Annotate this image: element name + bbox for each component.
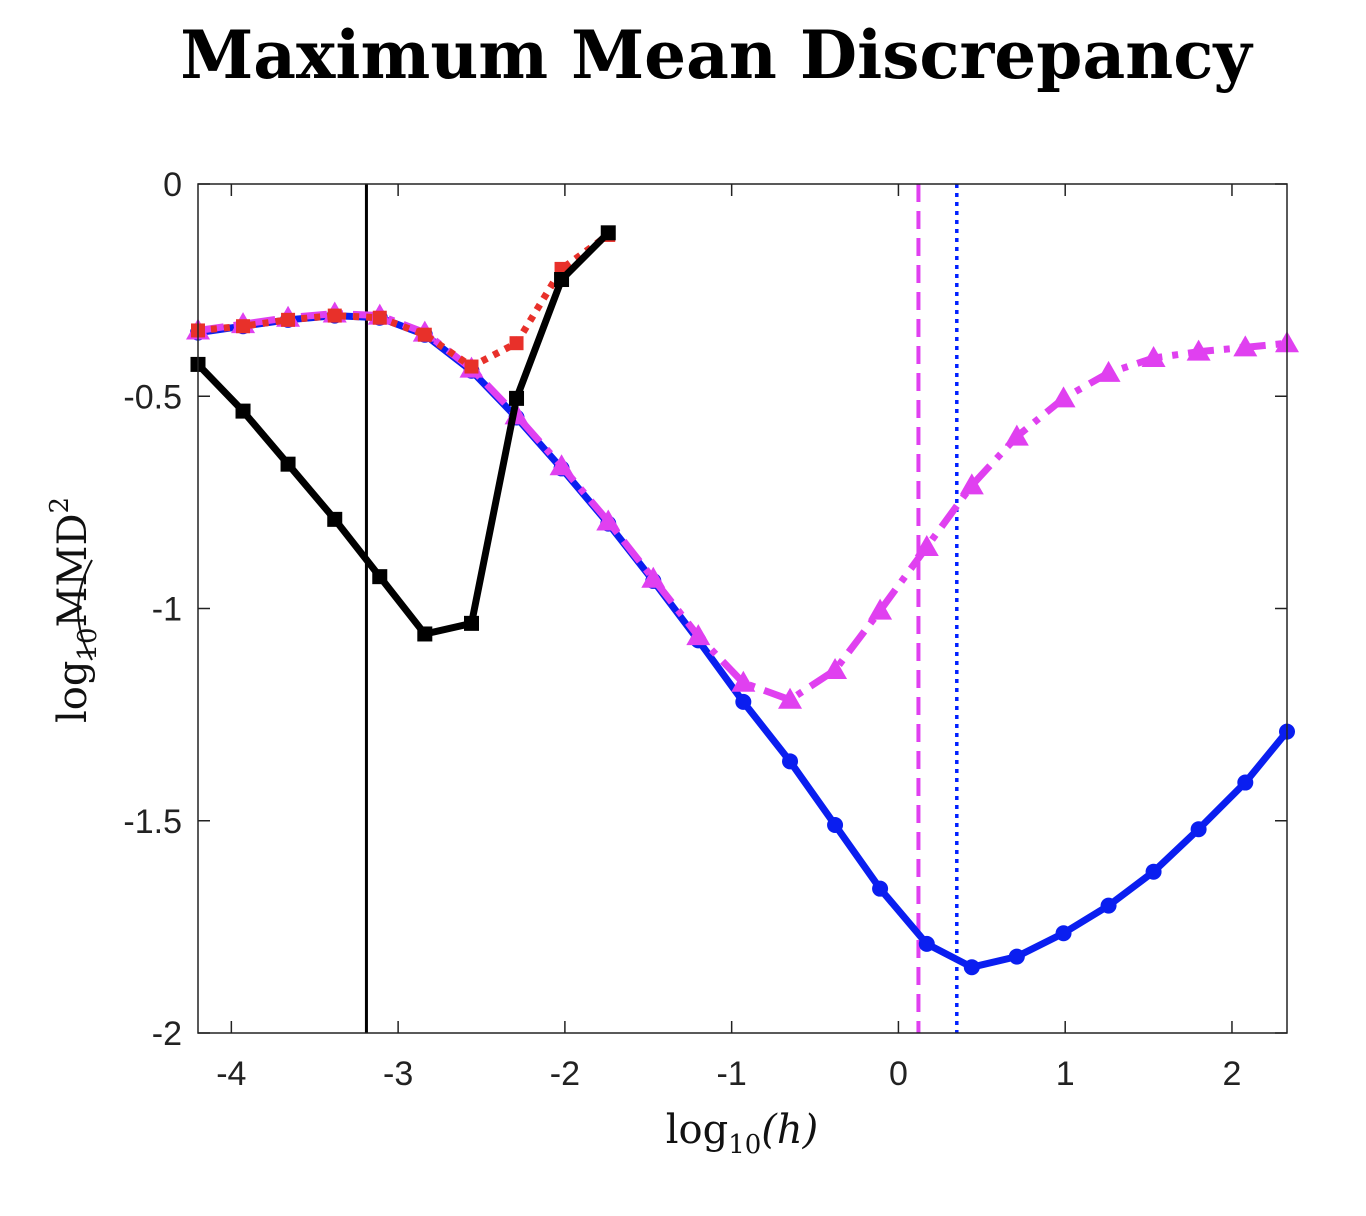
point-blue-circles-20 bbox=[1055, 925, 1072, 942]
series-line-red-squares bbox=[197, 232, 611, 370]
point-red-squares-7 bbox=[464, 359, 479, 374]
point-blue-circles-16 bbox=[872, 880, 889, 897]
point-blue-circles-19 bbox=[1008, 948, 1025, 965]
y-tick-label: -2 bbox=[152, 1015, 182, 1053]
point-black-squares-2 bbox=[235, 403, 251, 419]
x-tick-label: 1 bbox=[1056, 1055, 1075, 1093]
point-black-squares-9 bbox=[554, 272, 570, 288]
point-red-squares-5 bbox=[372, 310, 387, 325]
point-magenta-triangles-22 bbox=[1141, 346, 1166, 368]
point-magenta-triangles-13 bbox=[731, 670, 756, 692]
axis-labels: log10(h) log10MMD2 bbox=[45, 497, 818, 1160]
point-magenta-triangles-23 bbox=[1186, 339, 1211, 361]
point-magenta-triangles-20 bbox=[1051, 386, 1076, 408]
point-red-squares-8 bbox=[509, 336, 524, 351]
point-blue-circles-24 bbox=[1237, 774, 1254, 791]
series-layer bbox=[186, 225, 1299, 976]
x-axis-label: log10(h) bbox=[666, 1107, 819, 1160]
x-tick-label: -2 bbox=[550, 1055, 580, 1093]
point-red-squares-2 bbox=[236, 319, 251, 334]
y-tick-label: -1 bbox=[152, 591, 182, 629]
series-line-black-squares bbox=[195, 230, 611, 638]
point-red-squares-4 bbox=[327, 308, 342, 323]
point-blue-circles-13 bbox=[735, 693, 752, 710]
point-magenta-triangles-12 bbox=[686, 624, 711, 646]
x-tick-label: -4 bbox=[216, 1055, 246, 1093]
point-magenta-triangles-10 bbox=[596, 509, 621, 531]
point-blue-circles-21 bbox=[1100, 897, 1117, 914]
y-tick-label: 0 bbox=[163, 166, 182, 204]
point-red-squares-3 bbox=[281, 312, 296, 327]
point-magenta-triangles-16 bbox=[868, 598, 893, 620]
point-magenta-triangles-21 bbox=[1096, 360, 1121, 382]
point-black-squares-7 bbox=[464, 615, 480, 631]
x-tick-label: 0 bbox=[889, 1055, 908, 1093]
point-magenta-triangles-24 bbox=[1233, 335, 1258, 357]
hat-accent bbox=[77, 559, 93, 661]
point-red-squares-6 bbox=[417, 327, 432, 342]
point-magenta-triangles-9 bbox=[549, 454, 574, 476]
y-tick-label: -0.5 bbox=[123, 378, 182, 416]
point-black-squares-3 bbox=[280, 456, 296, 472]
point-magenta-triangles-17 bbox=[914, 534, 939, 556]
x-tick-label: -3 bbox=[383, 1055, 413, 1093]
x-tick-label: 2 bbox=[1223, 1055, 1242, 1093]
x-tick-label: -1 bbox=[717, 1055, 747, 1093]
point-blue-circles-18 bbox=[963, 959, 980, 976]
point-blue-circles-23 bbox=[1190, 821, 1207, 838]
point-magenta-triangles-19 bbox=[1004, 424, 1029, 446]
point-black-squares-5 bbox=[372, 569, 388, 585]
point-magenta-triangles-14 bbox=[778, 687, 803, 709]
y-tick-label: -1.5 bbox=[123, 803, 182, 841]
point-black-squares-8 bbox=[509, 390, 525, 406]
point-magenta-triangles-15 bbox=[823, 658, 848, 680]
point-magenta-triangles-11 bbox=[641, 566, 666, 588]
point-blue-circles-15 bbox=[827, 816, 844, 833]
chart-title: Maximum Mean Discrepancy bbox=[180, 16, 1253, 94]
reference-lines bbox=[364, 184, 959, 1033]
series-black-squares bbox=[190, 225, 616, 642]
point-black-squares-6 bbox=[417, 626, 433, 642]
point-blue-circles-22 bbox=[1145, 863, 1162, 880]
point-blue-circles-17 bbox=[918, 935, 935, 952]
point-blue-circles-14 bbox=[782, 753, 799, 770]
point-black-squares-4 bbox=[327, 511, 343, 527]
axes: -4 -3 -2 -1 0 1 2 0 -0.5 -1 -1.5 -2 bbox=[123, 166, 1288, 1093]
y-axis-label: log10MMD2 bbox=[45, 497, 103, 723]
point-black-squares-10 bbox=[600, 225, 616, 241]
point-magenta-triangles-18 bbox=[959, 473, 984, 495]
